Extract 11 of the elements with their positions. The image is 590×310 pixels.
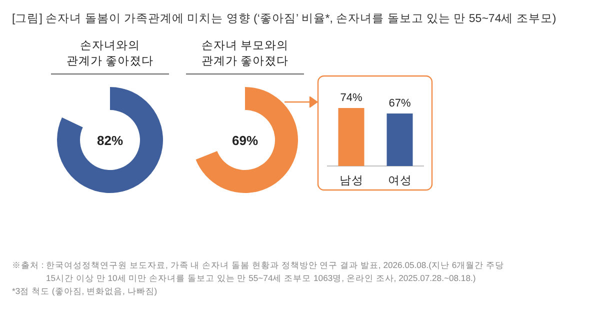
data-label: 69% <box>232 133 258 148</box>
text: ※출처 : 한국여성정책연구원 보도자료, 가족 내 손자녀 돌봄 현황과 정책방안 연구 결과 발표, 2026.05.08.(지난 6개월간 주당 15시간 이상 만 10세 미만 손자녀를 돌보고 있는 만 55~74세 조부모 1063명, 온라인 조사, 2025.07.28.~08.18.) <box>12 260 504 283</box>
text: *3점 척도 (좋아짐, 변화없음, 나빠짐) <box>12 286 158 296</box>
data-label: 67% <box>388 97 411 110</box>
chart-title: 손자녀 부모와의 관계가 좋아졌다 <box>201 40 289 68</box>
x-tick-label: 남성 <box>339 175 364 187</box>
x-tick-label: 여성 <box>388 175 412 187</box>
text: [그림] 손자녀 돌봄이 가족관계에 미치는 영향 (‘좋아짐’ 비율*, 손자녀를 돌보고 있는 만 55~74세 조부모) <box>12 13 556 25</box>
data-label: 82% <box>96 133 124 148</box>
data-label: 74% <box>340 92 362 104</box>
chart-title: 손자녀와의 관계가 좋아졌다 <box>66 40 154 68</box>
